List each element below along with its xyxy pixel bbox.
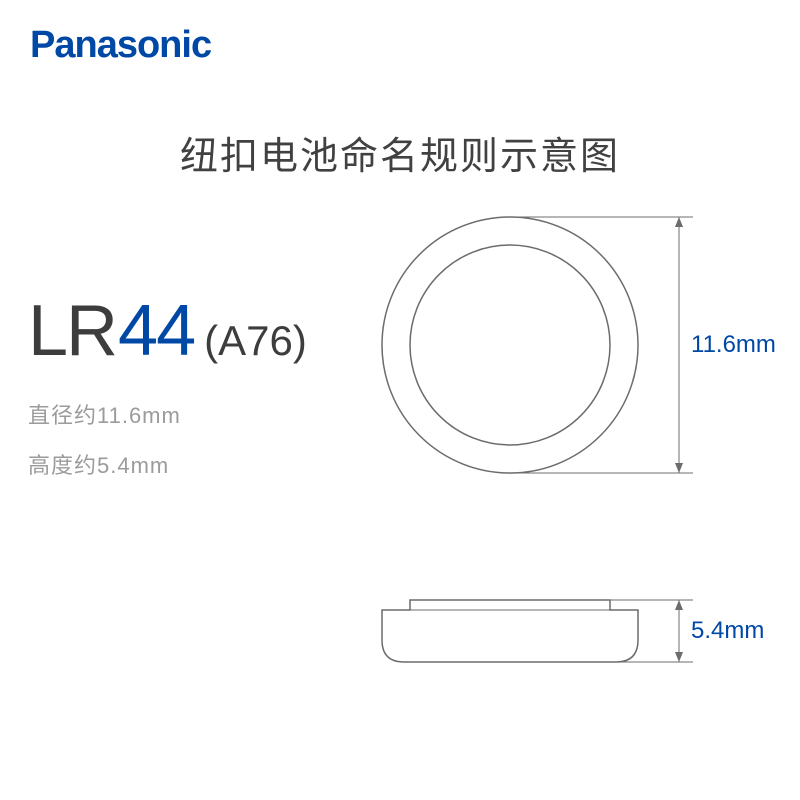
page-title: 纽扣电池命名规则示意图 [0, 125, 800, 180]
model-alt: (A76) [204, 317, 307, 365]
brand-logo: Panasonic [30, 24, 211, 67]
spec-diameter: 直径约11.6mm [28, 398, 307, 430]
height-label: 5.4mm [691, 617, 764, 645]
diameter-label: 11.6mm [691, 331, 776, 359]
model-line: LR 44 (A76) [28, 290, 307, 372]
model-prefix: LR [28, 290, 116, 372]
diagram-top-view: 11.6mm [370, 200, 790, 490]
spec-height: 高度约5.4mm [28, 448, 307, 480]
model-number: 44 [118, 290, 194, 372]
diagram-side-view: 5.4mm [370, 550, 790, 700]
model-block: LR 44 (A76) 直径约11.6mm 高度约5.4mm [28, 290, 307, 480]
